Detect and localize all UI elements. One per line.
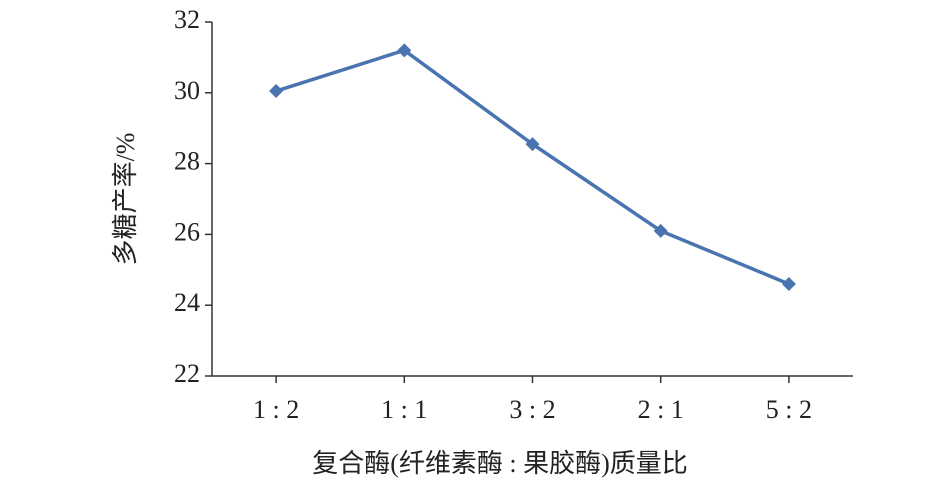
y-tick-label: 22 — [174, 359, 200, 388]
x-tick-label: 2 : 1 — [638, 395, 684, 424]
x-tick-label: 5 : 2 — [766, 395, 812, 424]
x-axis-label: 复合酶(纤维素酶 : 果胶酶)质量比 — [312, 449, 688, 478]
marker — [653, 223, 668, 238]
x-tick-label: 3 : 2 — [509, 395, 555, 424]
line — [275, 48, 790, 286]
y-tick-label: 26 — [174, 217, 200, 246]
marker — [269, 84, 284, 99]
marker — [781, 276, 796, 291]
marker — [525, 137, 540, 152]
x-tick-label: 1 : 2 — [253, 395, 299, 424]
y-axis-label: 多糖产率/% — [111, 133, 140, 266]
y-tick-label: 24 — [174, 288, 200, 317]
y-tick-label: 32 — [174, 5, 200, 34]
y-tick-label: 28 — [174, 147, 200, 176]
y-tick-label: 30 — [174, 76, 200, 105]
x-tick-label: 1 : 1 — [381, 395, 427, 424]
marker — [397, 43, 412, 58]
